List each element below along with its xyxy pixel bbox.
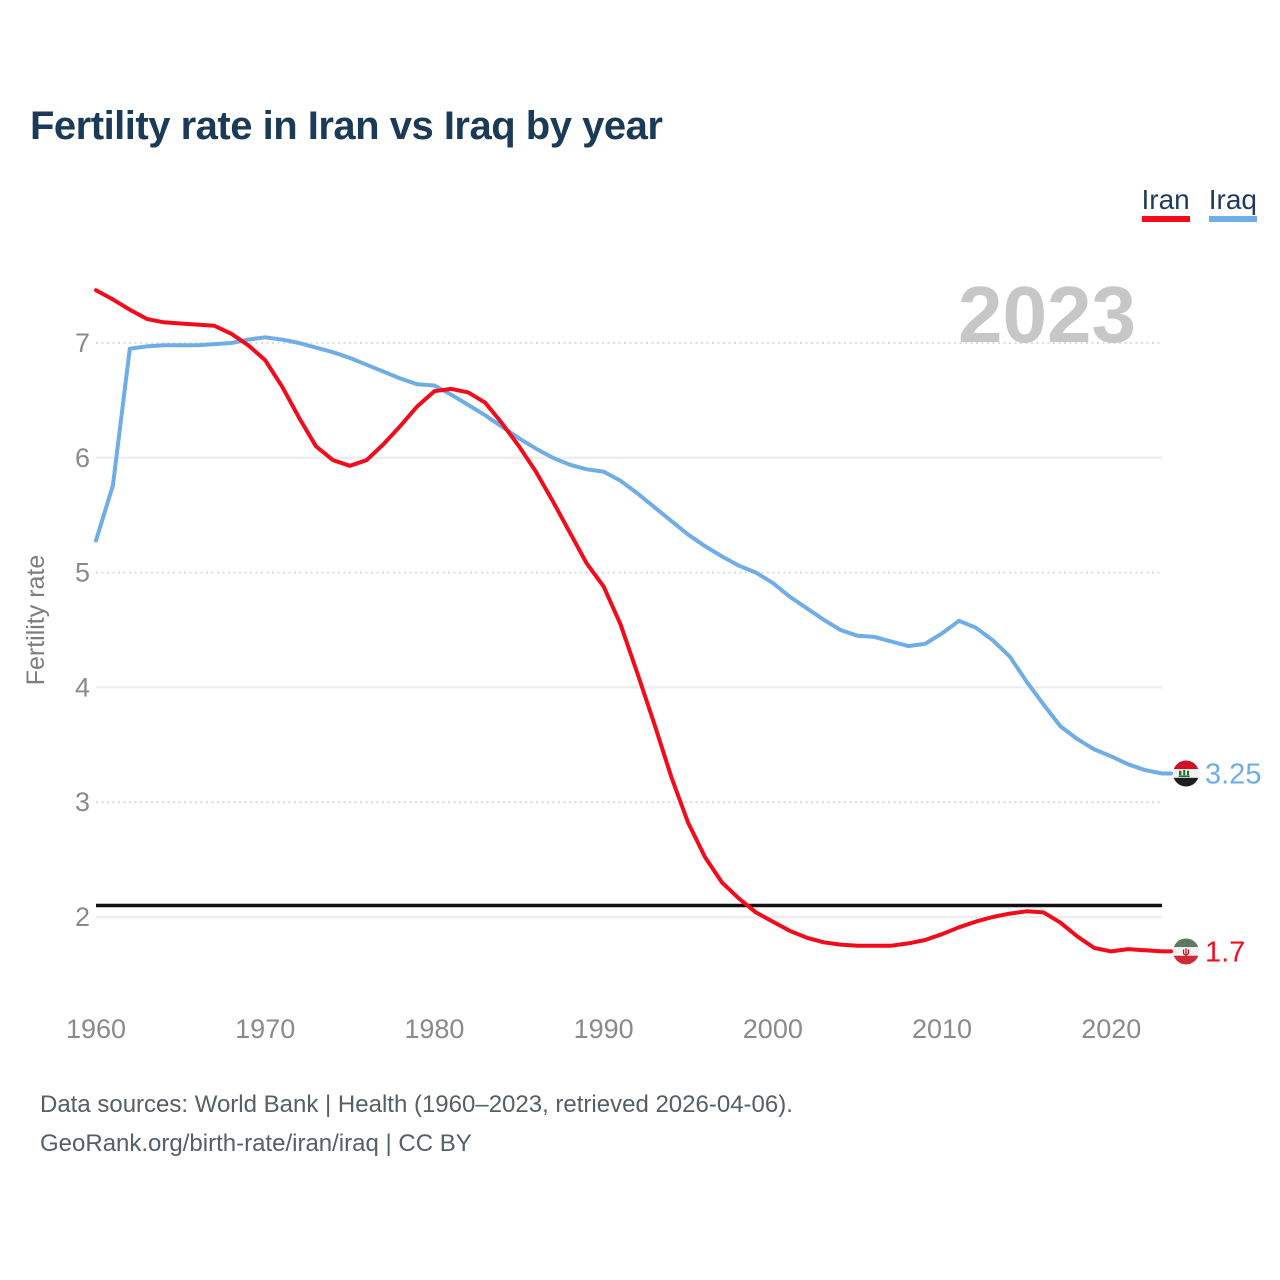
attribution-line: GeoRank.org/birth-rate/iran/iraq | CC BY bbox=[40, 1130, 472, 1157]
legend: Iran Iraq bbox=[1141, 184, 1257, 223]
iran-series-line[interactable] bbox=[94, 288, 1173, 954]
y-tick-label-3: 3 bbox=[75, 787, 90, 817]
legend-label-iran: Iran bbox=[1141, 184, 1190, 215]
x-tick-label-1960: 1960 bbox=[66, 1014, 126, 1044]
x-tick-label-2020: 2020 bbox=[1081, 1014, 1141, 1044]
chart-title: Fertility rate in Iran vs Iraq by year bbox=[30, 104, 663, 148]
legend-label-iraq: Iraq bbox=[1208, 184, 1257, 215]
y-tick-label-2: 2 bbox=[75, 902, 90, 932]
svg-text:ψ: ψ bbox=[1182, 947, 1190, 958]
y-tick-label-5: 5 bbox=[75, 558, 90, 588]
x-tick-label-1990: 1990 bbox=[574, 1014, 634, 1044]
legend-item-iraq[interactable]: Iraq bbox=[1208, 184, 1257, 223]
iran-end-value: 1.7 bbox=[1205, 936, 1245, 968]
iraq-end-value: 3.25 bbox=[1205, 759, 1261, 791]
source-footer: Data sources: World Bank | Health (1960–… bbox=[40, 1085, 793, 1163]
x-tick-label-1980: 1980 bbox=[404, 1014, 464, 1044]
iraq-series-line[interactable] bbox=[94, 335, 1173, 776]
legend-item-iran[interactable]: Iran bbox=[1141, 184, 1190, 223]
iran-flag-icon: ψ bbox=[1173, 938, 1199, 965]
data-sources-line: Data sources: World Bank | Health (1960–… bbox=[40, 1091, 793, 1118]
x-tick-label-1970: 1970 bbox=[235, 1014, 295, 1044]
iraq-flag-icon bbox=[1173, 760, 1199, 787]
watermark-year: 2023 bbox=[958, 270, 1136, 359]
y-tick-label-4: 4 bbox=[75, 672, 90, 702]
y-tick-label-6: 6 bbox=[75, 443, 90, 473]
x-tick-label-2000: 2000 bbox=[743, 1014, 803, 1044]
y-tick-label-7: 7 bbox=[75, 328, 90, 358]
x-tick-label-2010: 2010 bbox=[912, 1014, 972, 1044]
y-axis-title: Fertility rate bbox=[22, 555, 50, 686]
